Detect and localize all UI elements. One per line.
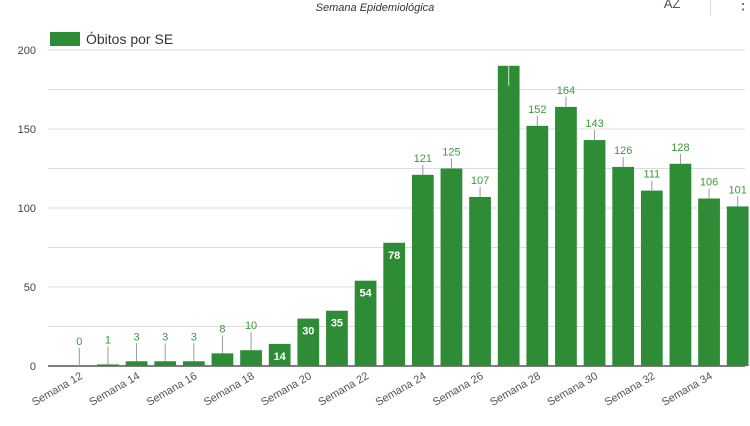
bar[interactable]: 152 [526, 104, 549, 366]
y-tick-label: 50 [24, 282, 36, 294]
bar-value-label: 1 [105, 334, 111, 346]
toolbar-divider [710, 0, 711, 16]
bar-value-label: 78 [388, 250, 400, 262]
bar-value-label: 111 [643, 169, 660, 181]
bar-value-label: 164 [557, 85, 575, 97]
bar[interactable]: 111 [640, 169, 663, 366]
bar-value-label: 101 [729, 184, 747, 196]
bar-value-label: 3 [191, 331, 197, 343]
bar[interactable]: 14 [268, 343, 291, 366]
legend-swatch [50, 32, 80, 46]
x-tick-label: Semana 24 [374, 370, 429, 409]
bar[interactable]: 10 [240, 320, 262, 366]
y-tick-label: 150 [18, 124, 36, 136]
bar[interactable]: 8 [211, 323, 234, 366]
bar-value-label: 10 [245, 320, 257, 332]
bar[interactable]: 3 [182, 331, 205, 366]
bar[interactable]: 1 [97, 334, 119, 366]
bar-value-label: 54 [359, 288, 372, 300]
bar-value-label: 106 [700, 177, 718, 189]
bar-value-label: 128 [671, 142, 689, 154]
x-tick-label: Semana 20 [259, 370, 314, 409]
bar-value-label: 107 [471, 175, 489, 187]
bar-value-label: 14 [274, 351, 287, 363]
bar-value-label: 152 [528, 104, 546, 116]
x-tick-label: Semana 14 [87, 370, 142, 409]
bar[interactable]: 164 [555, 85, 577, 366]
more-options-icon[interactable]: ⋮ [735, 0, 750, 13]
bar[interactable]: 78 [383, 242, 406, 366]
y-tick-label: 200 [18, 45, 36, 57]
x-tick-label: Semana 26 [431, 370, 486, 409]
bar[interactable]: 143 [583, 118, 606, 366]
bar-value-label: 8 [219, 323, 225, 335]
bar[interactable]: 0 [76, 336, 82, 366]
bar-value-label: 30 [302, 326, 314, 338]
chart-title: Semana Epidemiológica [315, 2, 435, 14]
x-tick-label: Semana 16 [145, 370, 200, 409]
legend-label: Óbitos por SE [86, 31, 174, 47]
x-tick-label: Semana 18 [202, 370, 257, 409]
bar-value-label: 3 [162, 331, 168, 343]
bar-value-label: 35 [331, 318, 343, 330]
bar[interactable] [497, 65, 520, 367]
chart-toolbar: Semana Epidemiológica AZ ⋮ [0, 0, 750, 18]
sort-az-button[interactable]: AZ [663, 0, 681, 11]
bar[interactable]: 3 [125, 331, 148, 366]
bar-value-label: 0 [76, 336, 82, 348]
bar-value-label: 143 [585, 118, 603, 130]
x-tick-label: Semana 34 [660, 370, 715, 409]
bar-value-label: 121 [414, 153, 432, 165]
bar[interactable]: 128 [669, 142, 692, 366]
bar-value-label: 125 [442, 147, 460, 159]
x-tick-label: Semana 12 [30, 370, 85, 409]
x-tick-label: Semana 32 [603, 370, 658, 409]
bar[interactable]: 35 [326, 310, 348, 366]
bar[interactable]: 3 [154, 331, 177, 366]
x-tick-label: Semana 22 [316, 370, 371, 409]
y-tick-label: 100 [18, 203, 36, 215]
bar[interactable]: 121 [411, 153, 434, 366]
bar-value-label: 3 [134, 331, 140, 343]
bar[interactable]: 54 [354, 280, 377, 366]
bar[interactable]: 126 [612, 145, 635, 366]
x-tick-label: Semana 28 [488, 370, 543, 409]
bar[interactable]: 125 [440, 147, 463, 367]
bar-value-label: 126 [614, 145, 632, 157]
bar[interactable]: 106 [698, 177, 720, 366]
bar[interactable]: 101 [726, 184, 749, 366]
bar[interactable]: 107 [469, 175, 491, 366]
y-tick-label: 0 [30, 361, 36, 373]
x-tick-label: Semana 30 [545, 370, 600, 409]
bar[interactable]: 30 [297, 318, 320, 366]
chart-legend[interactable]: Óbitos por SE [50, 30, 173, 48]
